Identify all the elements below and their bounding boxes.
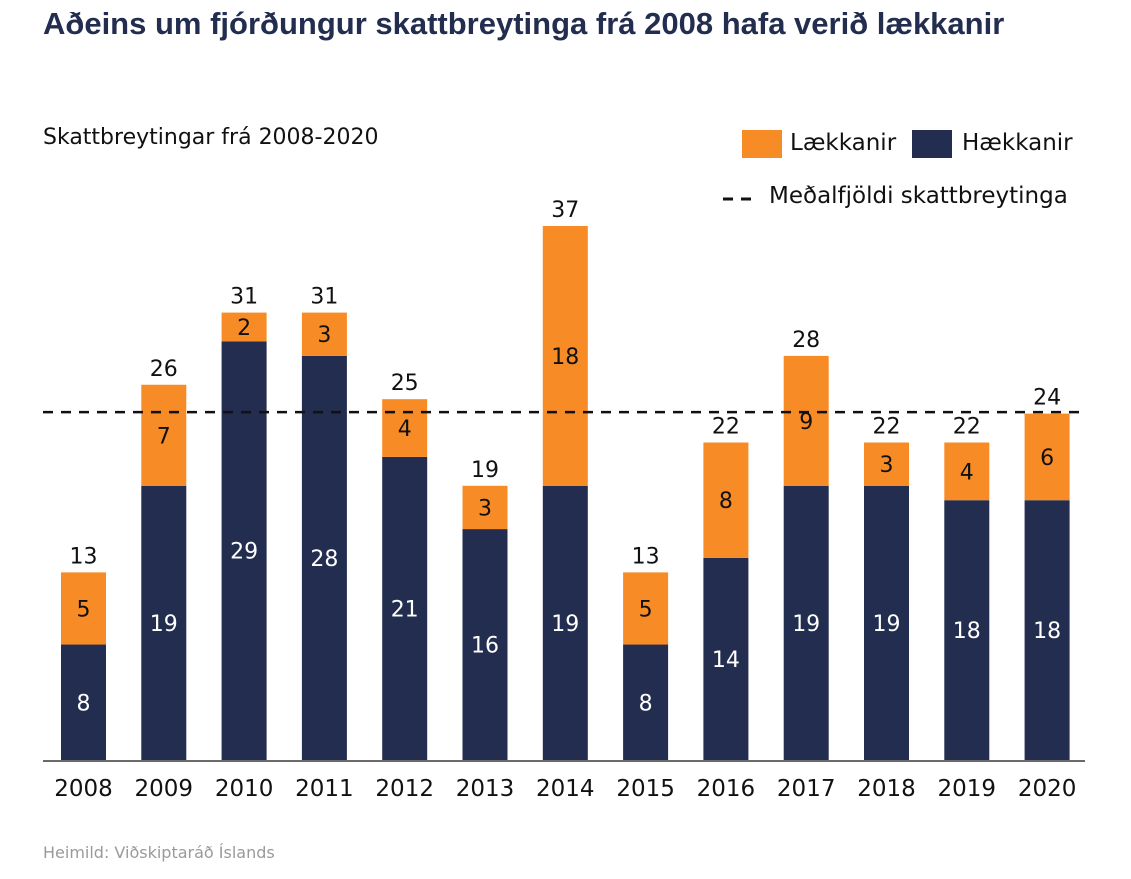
legend-swatch-lower: [742, 130, 782, 158]
bar-raise-2016: [703, 557, 749, 760]
label-total-2010: 31: [230, 285, 258, 310]
bar-raise-2013: [462, 529, 508, 760]
label-total-2016: 22: [712, 414, 740, 439]
bar-lower-2010: [221, 312, 267, 342]
label-lower-2016: 8: [719, 489, 733, 514]
label-lower-2018: 3: [880, 453, 894, 478]
label-lower-2020: 6: [1040, 446, 1054, 471]
label-lower-2017: 9: [799, 410, 813, 435]
bar-raise-2017: [783, 485, 829, 760]
bar-lower-2017: [783, 355, 829, 486]
bar-lower-2018: [864, 442, 909, 486]
label-lower-2010: 2: [237, 316, 251, 341]
x-tick-2014: 2014: [536, 776, 595, 802]
label-lower-2014: 18: [551, 345, 579, 370]
bar-raise-2018: [864, 485, 909, 760]
x-tick-2012: 2012: [375, 776, 434, 802]
label-total-2014: 37: [551, 198, 579, 223]
label-total-2013: 19: [471, 458, 499, 483]
legend-dash-icon: [723, 197, 759, 201]
label-lower-2011: 3: [317, 323, 331, 348]
label-raise-2017: 19: [792, 612, 820, 637]
label-raise-2012: 21: [391, 597, 419, 622]
bar-raise-2014: [542, 485, 588, 760]
chart-title: Aðeins um fjórðungur skattbreytinga frá …: [43, 6, 1005, 41]
x-tick-2018: 2018: [857, 776, 916, 802]
label-total-2009: 26: [150, 357, 178, 382]
label-raise-2010: 29: [230, 540, 258, 565]
label-lower-2019: 4: [960, 460, 974, 485]
x-tick-2011: 2011: [295, 776, 354, 802]
label-total-2019: 22: [953, 414, 981, 439]
bar-raise-2020: [1024, 500, 1070, 760]
label-lower-2013: 3: [478, 496, 492, 521]
label-raise-2015: 8: [639, 691, 653, 716]
x-tick-2010: 2010: [215, 776, 274, 802]
label-total-2012: 25: [391, 371, 419, 396]
bar-raise-2012: [382, 456, 428, 760]
bar-raise-2019: [944, 500, 990, 760]
bar-raise-2008: [61, 644, 106, 760]
bar-raise-2011: [301, 355, 347, 760]
label-total-2011: 31: [310, 285, 338, 310]
label-raise-2011: 28: [310, 547, 338, 572]
x-tick-2009: 2009: [135, 776, 194, 802]
bar-lower-2008: [61, 572, 106, 645]
bar-lower-2016: [703, 442, 749, 558]
legend-swatch-raise: [912, 130, 952, 158]
label-raise-2019: 18: [953, 619, 981, 644]
label-raise-2020: 18: [1033, 619, 1061, 644]
legend-label-lower: Lækkanir: [790, 130, 897, 156]
bar-lower-2014: [542, 226, 588, 486]
label-raise-2009: 19: [150, 612, 178, 637]
label-total-2008: 13: [70, 544, 98, 569]
x-tick-2019: 2019: [938, 776, 997, 802]
bar-lower-2009: [141, 384, 187, 486]
bar-lower-2012: [382, 399, 428, 457]
x-tick-2013: 2013: [456, 776, 515, 802]
source-note: Heimild: Viðskiptaráð Íslands: [43, 843, 275, 862]
legend-label-raise: Hækkanir: [962, 130, 1073, 156]
x-tick-2016: 2016: [697, 776, 756, 802]
bar-lower-2015: [623, 572, 669, 645]
x-tick-2015: 2015: [616, 776, 675, 802]
bar-lower-2013: [462, 485, 508, 530]
label-raise-2013: 16: [471, 634, 499, 659]
bar-lower-2019: [944, 442, 990, 501]
label-lower-2009: 7: [157, 424, 171, 449]
bar-raise-2015: [623, 644, 669, 760]
label-total-2015: 13: [632, 544, 660, 569]
bar-lower-2011: [301, 312, 347, 356]
label-total-2017: 28: [792, 328, 820, 353]
label-lower-2008: 5: [77, 597, 91, 622]
x-tick-2017: 2017: [777, 776, 836, 802]
legend-label-average: Meðalfjöldi skattbreytinga: [769, 183, 1068, 209]
x-tick-2020: 2020: [1018, 776, 1077, 802]
label-total-2020: 24: [1033, 386, 1061, 411]
label-lower-2012: 4: [398, 417, 412, 442]
label-raise-2018: 19: [873, 612, 901, 637]
label-raise-2008: 8: [77, 691, 91, 716]
label-raise-2014: 19: [551, 612, 579, 637]
label-raise-2016: 14: [712, 648, 740, 673]
label-total-2018: 22: [873, 414, 901, 439]
bar-lower-2020: [1024, 413, 1070, 501]
chart-subtitle: Skattbreytingar frá 2008-2020: [43, 125, 379, 150]
bar-raise-2009: [141, 485, 187, 760]
label-lower-2015: 5: [639, 597, 653, 622]
x-tick-2008: 2008: [54, 776, 113, 802]
